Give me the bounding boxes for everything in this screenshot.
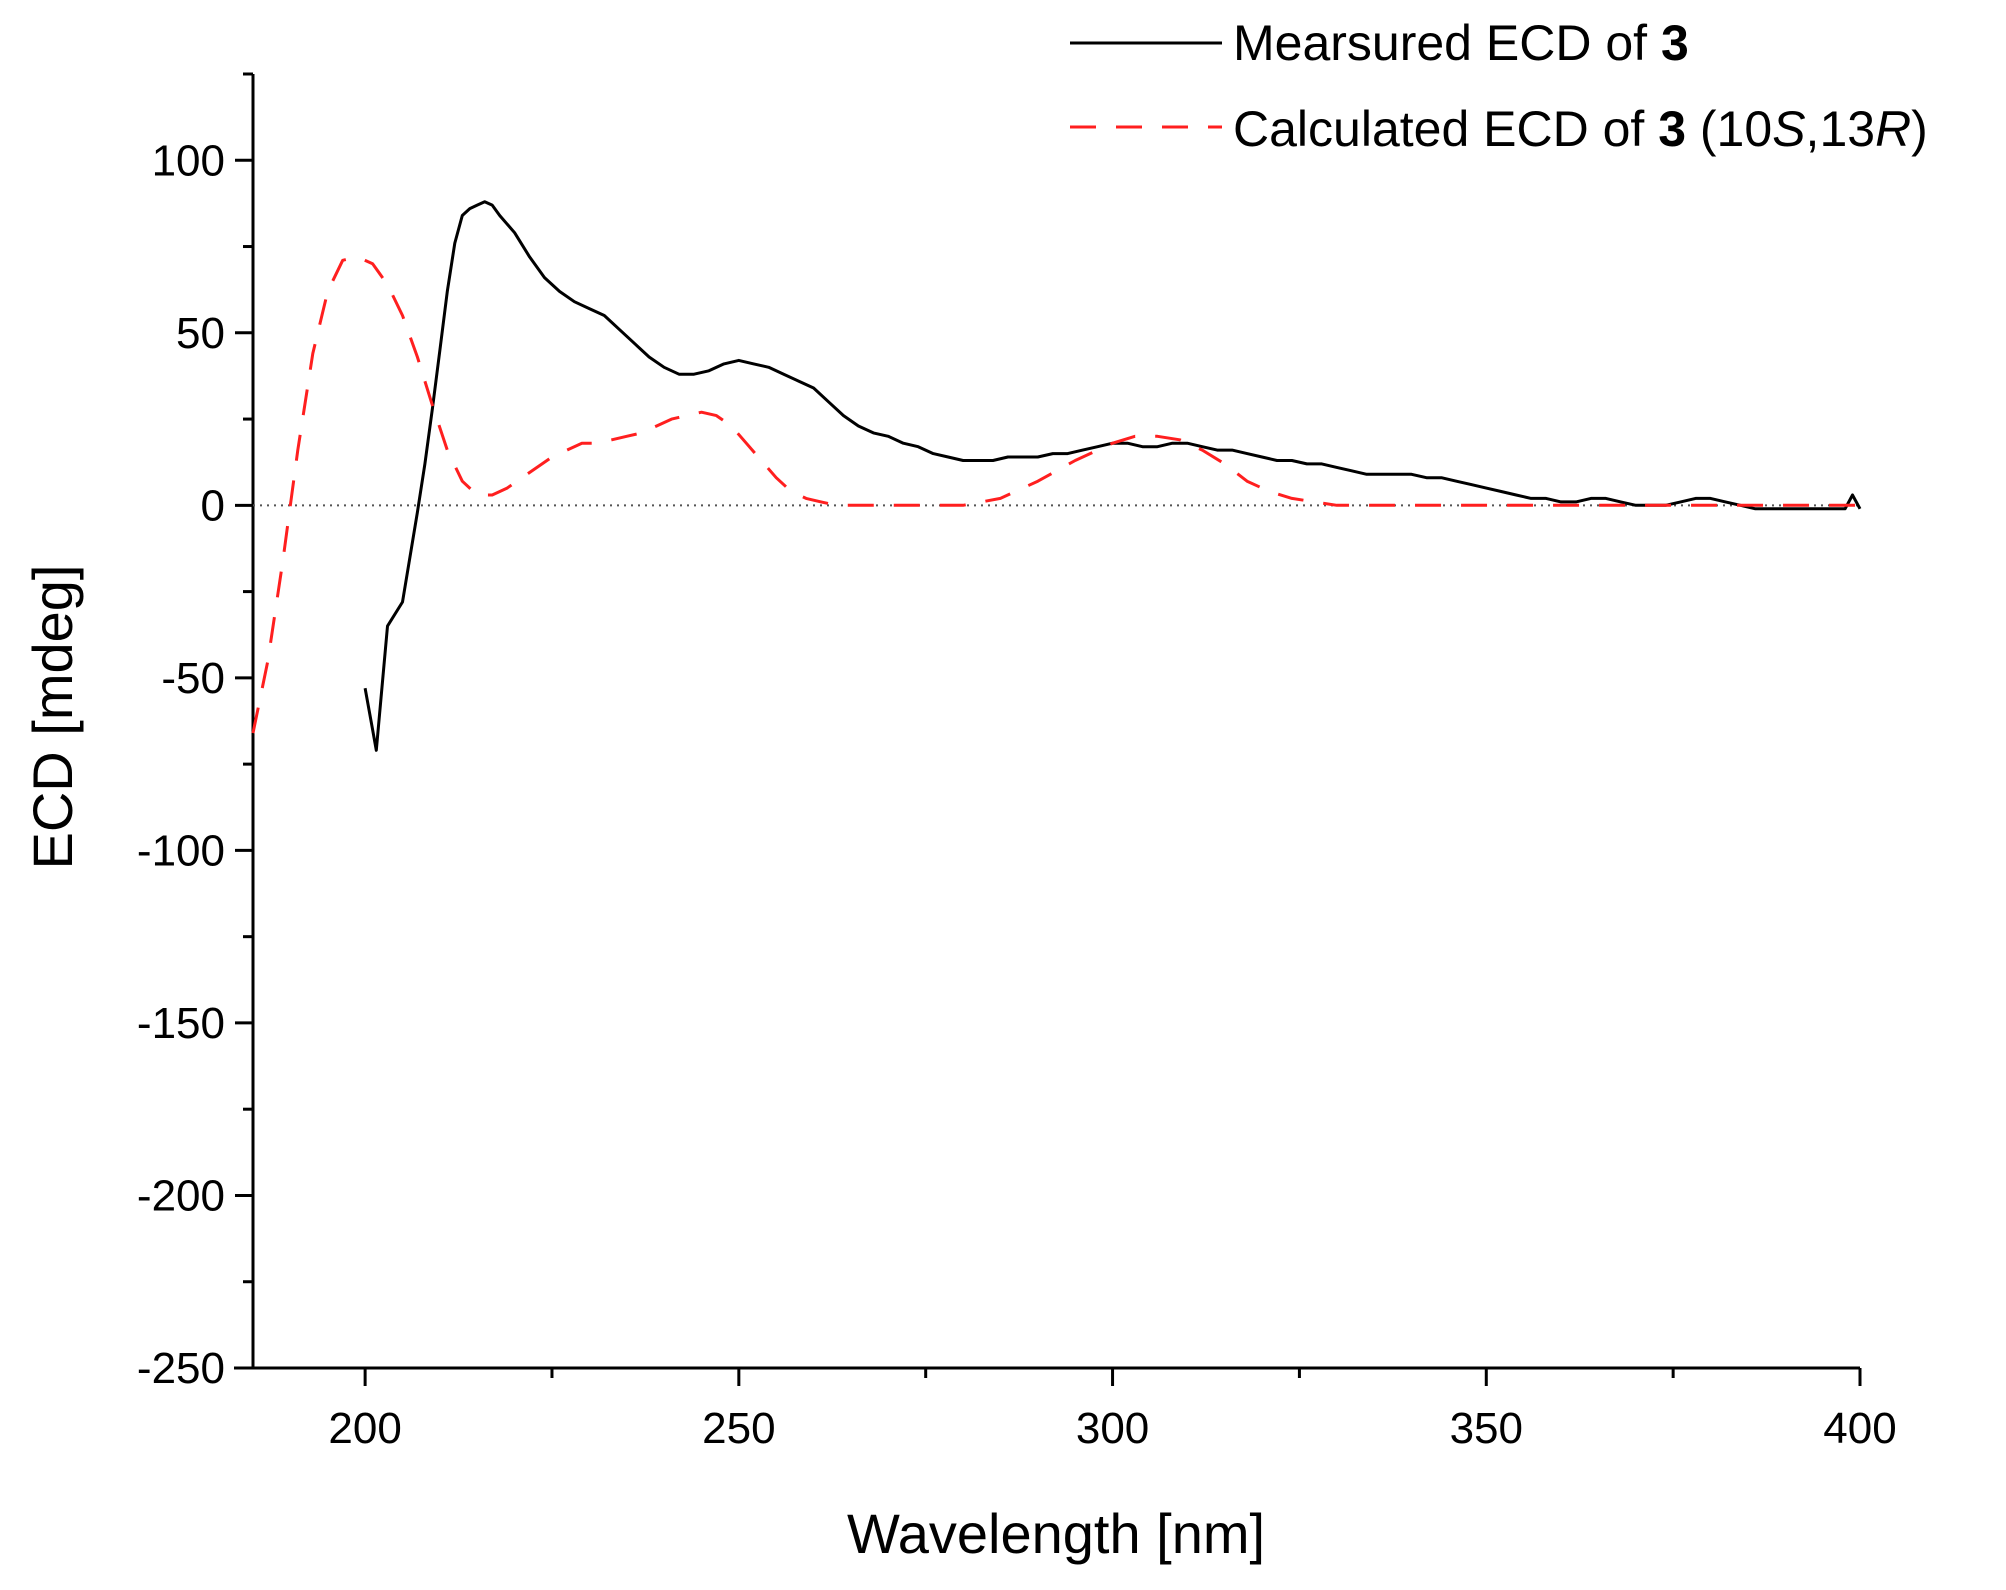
y-tick-label-1: -200 bbox=[137, 1171, 225, 1220]
y-axis-ticks: -250 -200 -150 -100 -50 0 50 100 bbox=[137, 72, 253, 1393]
x-tick-label-1: 250 bbox=[702, 1404, 775, 1453]
measured-ecd-line bbox=[363, 200, 1862, 752]
y-tick-label-5: 0 bbox=[201, 481, 225, 530]
legend-label-calculated-config-r: R bbox=[1875, 101, 1911, 157]
y-tick-label-3: -100 bbox=[137, 826, 225, 875]
legend-label-measured-compound: 3 bbox=[1661, 15, 1689, 71]
series-layer bbox=[251, 200, 1862, 752]
x-axis-title: Wavelength [nm] bbox=[847, 1502, 1265, 1565]
legend-label-calculated-config-c: ) bbox=[1911, 101, 1928, 157]
x-tick-label-2: 300 bbox=[1076, 1404, 1149, 1453]
legend-label-calculated-compound: 3 bbox=[1658, 101, 1686, 157]
y-tick-label-4: -50 bbox=[161, 654, 225, 703]
legend-label-calculated-config-b: ,13 bbox=[1806, 101, 1876, 157]
y-tick-label-6: 50 bbox=[176, 309, 225, 358]
y-tick-label-0: -250 bbox=[137, 1344, 225, 1393]
y-tick-label-7: 100 bbox=[152, 136, 225, 185]
legend-label-measured-prefix: Mearsured ECD of bbox=[1233, 15, 1661, 71]
legend-label-calculated-config-s: S bbox=[1772, 101, 1805, 157]
legend-label-calculated: Calculated ECD of 3 (10S,13R) bbox=[1233, 101, 1928, 157]
legend: Mearsured ECD of 3 Calculated ECD of 3 (… bbox=[1070, 15, 1928, 157]
x-tick-label-3: 350 bbox=[1450, 1404, 1523, 1453]
calculated-ecd-line bbox=[251, 255, 1860, 734]
y-tick-label-2: -150 bbox=[137, 999, 225, 1048]
x-axis-ticks: 200 250 300 350 400 bbox=[328, 1368, 1897, 1453]
legend-label-calculated-prefix: Calculated ECD of bbox=[1233, 101, 1658, 157]
legend-label-calculated-config-a: (10 bbox=[1686, 101, 1772, 157]
x-tick-label-0: 200 bbox=[328, 1404, 401, 1453]
x-tick-label-4: 400 bbox=[1823, 1404, 1896, 1453]
legend-label-measured: Mearsured ECD of 3 bbox=[1233, 15, 1689, 71]
y-axis-title: ECD [mdeg] bbox=[21, 565, 84, 870]
